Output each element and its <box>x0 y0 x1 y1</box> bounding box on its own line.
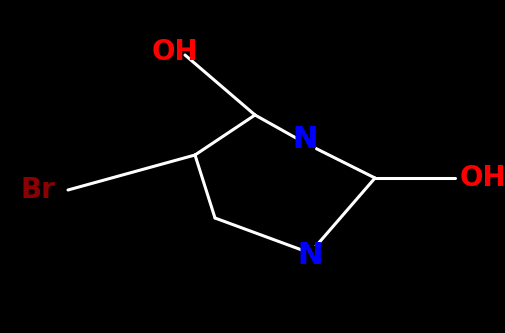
Text: OH: OH <box>459 164 505 192</box>
Text: OH: OH <box>152 38 198 66</box>
Text: N: N <box>297 241 322 270</box>
Text: Br: Br <box>20 176 55 204</box>
Bar <box>295 130 314 150</box>
Text: N: N <box>292 126 317 155</box>
Bar <box>300 246 318 266</box>
Text: N: N <box>292 126 317 155</box>
Text: N: N <box>297 241 322 270</box>
